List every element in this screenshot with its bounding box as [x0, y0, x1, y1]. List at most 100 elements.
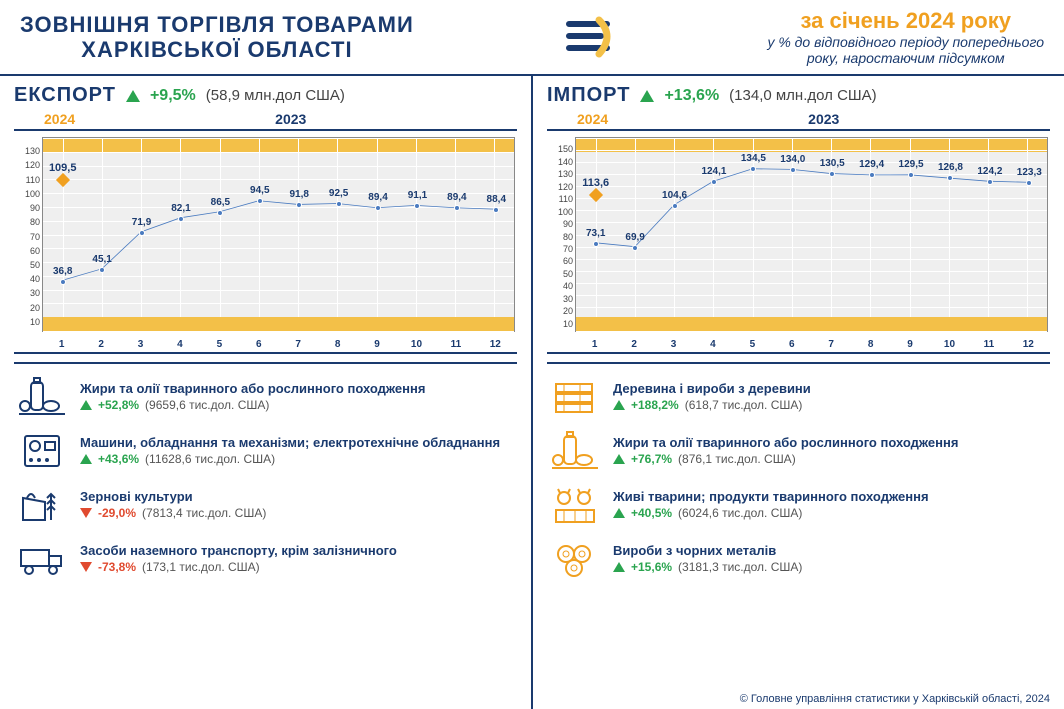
y-tick: 50: [547, 269, 573, 279]
y-tick: 100: [547, 207, 573, 217]
y-tick: 90: [547, 219, 573, 229]
point-label: 129,5: [899, 159, 924, 170]
point-label: 134,0: [780, 154, 805, 165]
category-item: Машини, обладнання та механізми; електро…: [14, 424, 517, 478]
metal-icon: [547, 537, 603, 581]
y-tick: 40: [14, 274, 40, 284]
y-tick: 70: [547, 244, 573, 254]
import-change: +13,6%: [664, 87, 719, 105]
point-label: 86,5: [211, 197, 230, 208]
point-label: 130,5: [820, 158, 845, 169]
oil-icon: [14, 375, 70, 419]
export-chart: 36,845,171,982,186,594,591,892,589,491,1…: [14, 129, 517, 354]
x-tick: 3: [138, 339, 144, 350]
y-tick: 20: [547, 306, 573, 316]
grain-icon: [14, 483, 70, 527]
y-tick: 60: [547, 256, 573, 266]
period: за січень 2024 року: [767, 8, 1044, 34]
item-money: (11628,6 тис.дол. США): [145, 452, 275, 466]
up-triangle-icon: [613, 562, 625, 572]
point-label: 92,5: [329, 188, 348, 199]
point-label: 104,6: [662, 190, 687, 201]
machine-icon: [14, 429, 70, 473]
item-title: Вироби з чорних металів: [613, 544, 1050, 559]
import-column: ІМПОРТ +13,6% (134,0 млн.дол США) 2024 2…: [533, 76, 1064, 709]
x-tick: 12: [1023, 339, 1034, 350]
y-tick: 120: [547, 182, 573, 192]
down-triangle-icon: [80, 508, 92, 518]
item-title: Жири та олії тваринного або рослинного п…: [80, 382, 517, 397]
item-money: (9659,6 тис.дол. США): [145, 398, 269, 412]
import-chart: 73,169,9104,6124,1134,5134,0130,5129,412…: [547, 129, 1050, 354]
x-tick: 6: [256, 339, 262, 350]
up-triangle-icon: [613, 508, 625, 518]
y-tick: 150: [547, 144, 573, 154]
point-label: 126,8: [938, 162, 963, 173]
category-item: Вироби з чорних металів+15,6% (3181,3 тис…: [547, 532, 1050, 586]
up-triangle-icon: [80, 454, 92, 464]
y-tick: 80: [547, 232, 573, 242]
point-label: 88,4: [487, 194, 506, 205]
item-money: (3181,3 тис.дол. США): [678, 560, 802, 574]
up-triangle-icon: [80, 400, 92, 410]
year-2023: 2023: [808, 111, 839, 127]
title-line-1: ЗОВНІШНЯ ТОРГІВЛЯ ТОВАРАМИ: [20, 12, 414, 37]
item-money: (6024,6 тис.дол. США): [678, 506, 802, 520]
y-tick: 130: [547, 169, 573, 179]
year-2024: 2024: [577, 111, 608, 127]
item-title: Деревина і вироби з деревини: [613, 382, 1050, 397]
up-triangle-icon: [613, 400, 625, 410]
x-tick: 11: [451, 339, 462, 350]
subtitle-l2: року, наростаючим підсумком: [767, 50, 1044, 66]
main-panels: ЕКСПОРТ +9,5% (58,9 млн.дол США) 2024 20…: [0, 76, 1064, 709]
y-tick: 70: [14, 232, 40, 242]
import-items: Деревина і вироби з деревини+188,2%(618,…: [547, 362, 1050, 586]
marker-2024-label: 109,5: [49, 162, 77, 174]
point-label: 89,4: [368, 192, 387, 203]
y-tick: 90: [14, 203, 40, 213]
point-label: 89,4: [447, 192, 466, 203]
item-title: Живі тварини; продукти тваринного походж…: [613, 490, 1050, 505]
point-label: 123,3: [1017, 167, 1042, 178]
copyright: © Головне управління статистики у Харків…: [740, 693, 1050, 705]
item-pct: -73,8%: [98, 560, 136, 574]
x-tick: 5: [750, 339, 756, 350]
item-money: (876,1 тис.дол. США): [678, 452, 796, 466]
truck-icon: [14, 537, 70, 581]
title-line-2: ХАРКІВСЬКОЇ ОБЛАСТІ: [20, 37, 414, 62]
category-item: Засоби наземного транспорту, крім залізн…: [14, 532, 517, 586]
category-item: Живі тварини; продукти тваринного походж…: [547, 478, 1050, 532]
item-pct: +52,8%: [98, 398, 139, 412]
point-label: 71,9: [132, 217, 151, 228]
x-tick: 1: [592, 339, 598, 350]
y-tick: 50: [14, 260, 40, 270]
y-tick: 110: [14, 175, 40, 185]
point-label: 82,1: [171, 203, 190, 214]
x-tick: 11: [984, 339, 995, 350]
point-label: 91,8: [289, 189, 308, 200]
y-tick: 110: [547, 194, 573, 204]
item-pct: +15,6%: [631, 560, 672, 574]
header-right: за січень 2024 року у % до відповідного …: [767, 8, 1044, 66]
import-money: (134,0 млн.дол США): [729, 87, 876, 104]
category-item: Зернові культури-29,0%(7813,4 тис.дол. С…: [14, 478, 517, 532]
x-tick: 1: [59, 339, 65, 350]
y-tick: 10: [14, 317, 40, 327]
export-items: Жири та олії тваринного або рослинного п…: [14, 362, 517, 586]
x-tick: 4: [710, 339, 716, 350]
x-tick: 2: [631, 339, 637, 350]
y-tick: 130: [14, 146, 40, 156]
y-tick: 140: [547, 157, 573, 167]
year-2023: 2023: [275, 111, 306, 127]
category-item: Жири та олії тваринного або рослинного п…: [547, 424, 1050, 478]
export-header: ЕКСПОРТ +9,5% (58,9 млн.дол США): [14, 84, 517, 107]
x-tick: 6: [789, 339, 795, 350]
point-label: 94,5: [250, 185, 269, 196]
y-tick: 40: [547, 281, 573, 291]
x-tick: 3: [671, 339, 677, 350]
item-money: (173,1 тис.дол. США): [142, 560, 260, 574]
export-name: ЕКСПОРТ: [14, 84, 116, 107]
point-label: 45,1: [92, 254, 111, 265]
x-tick: 10: [411, 339, 422, 350]
export-years: 2024 2023: [44, 111, 517, 127]
